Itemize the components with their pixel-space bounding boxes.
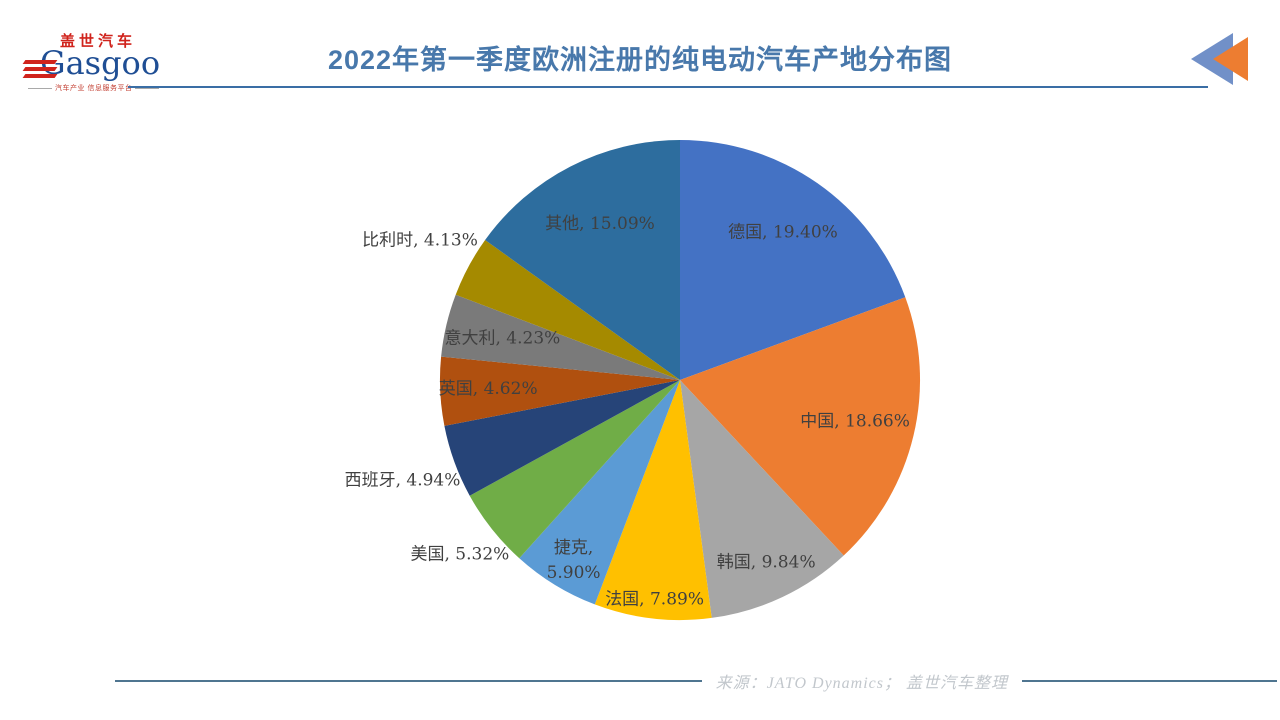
pie-slice-10 xyxy=(455,240,680,380)
pie-chart-svg: 德国, 19.40% 中国, 18.66% 韩国, 9.84% 法国, 7.89%捷克… xyxy=(345,140,921,621)
page-title: 2022年第一季度欧洲注册的纯电动汽车产地分布图 xyxy=(327,45,953,75)
tagline-right-rule xyxy=(135,87,160,89)
pie-label-4: 法国, 7.89% xyxy=(605,589,704,609)
pie-slice-7 xyxy=(444,380,680,496)
pie-label-8: 英国, 4.62% xyxy=(439,379,538,399)
pie-slice-11 xyxy=(485,140,680,380)
corner-arrows-icon xyxy=(1191,33,1248,85)
pie-label-2: 中国, 18.66% xyxy=(800,412,910,432)
logo-chinese-text: 盖世汽车 xyxy=(60,33,137,50)
gasgoo-logo: 盖世汽车 Gasgoo 汽车产业 信息服务平台 xyxy=(22,30,168,93)
pie-slice-8 xyxy=(439,356,680,426)
pie-slice-3 xyxy=(680,380,844,618)
pie-slice-2 xyxy=(680,297,921,556)
pie-label-10: 比利时, 4.13% xyxy=(362,230,478,250)
pie-label-6: 美国, 5.32% xyxy=(410,544,509,564)
pie-chart-container: 德国, 19.40% 中国, 18.66% 韩国, 9.84% 法国, 7.89% 捷克… xyxy=(0,110,1280,670)
pie-label-9: 意大利, 4.23% xyxy=(444,328,560,348)
orange-left-arrow-icon xyxy=(1213,37,1248,81)
pie-slice-6 xyxy=(469,380,680,559)
footer-rule-left xyxy=(115,680,702,682)
blue-left-arrow-icon xyxy=(1191,33,1233,85)
header-divider xyxy=(128,86,1208,88)
pie-slice-9 xyxy=(441,294,680,380)
tagline-left-rule xyxy=(28,87,52,89)
pie-label-1: 德国, 19.40% xyxy=(728,222,838,242)
source-text: 来源：JATO Dynamics； 盖世汽车整理 xyxy=(715,675,1008,692)
pie-slice-5 xyxy=(519,380,680,605)
pie-label-5: 捷克, 5.90% xyxy=(547,538,601,583)
logo-english-text: Gasgoo xyxy=(40,44,161,82)
footer-rule-right xyxy=(1022,680,1277,682)
pie-slice-4 xyxy=(594,380,712,621)
pie-label-7: 西班牙, 4.94% xyxy=(345,471,461,491)
footer: 来源：JATO Dynamics； 盖世汽车整理 xyxy=(115,669,1277,693)
tagline-text: 汽车产业 信息服务平台 xyxy=(55,85,133,92)
pie-label-11: 其他, 15.09% xyxy=(545,214,655,234)
logo-tagline: 汽车产业 信息服务平台 xyxy=(28,83,168,93)
pie-slice-1 xyxy=(680,140,906,380)
pie-label-3: 韩国, 9.84% xyxy=(717,552,816,572)
